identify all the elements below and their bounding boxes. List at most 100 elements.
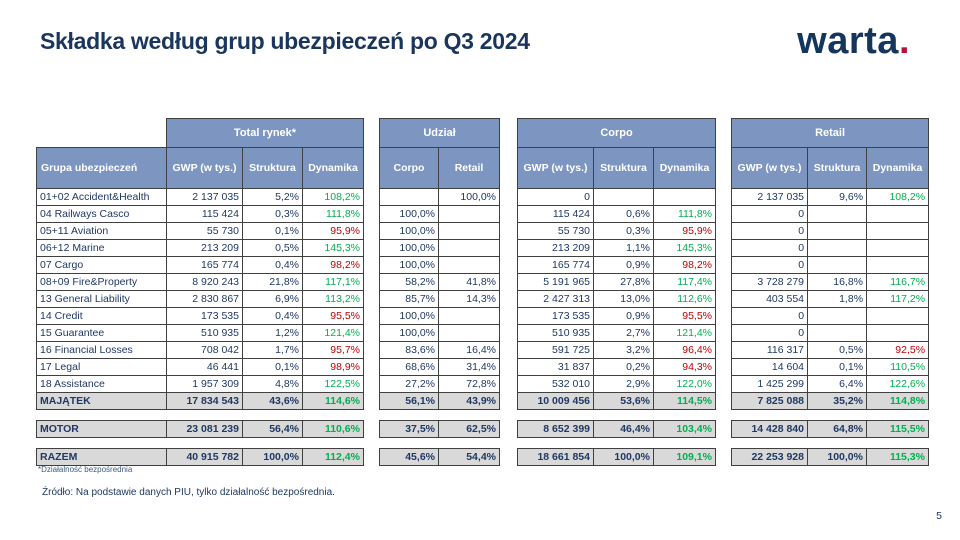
- table-udzial: 45,6% 54,4%: [379, 448, 500, 466]
- cell: 95,9%: [301, 222, 365, 240]
- group-header-udzial: Udział: [379, 118, 501, 148]
- table-row: 13 General Liability 2 830 867 6,9% 113,2%: [36, 290, 365, 308]
- column-header: Dynamika: [653, 147, 717, 189]
- row-label: 13 General Liability: [36, 290, 167, 308]
- cell: 9,6%: [807, 188, 868, 206]
- cell: 16,4%: [438, 341, 501, 359]
- cell: 23 081 239: [166, 420, 243, 438]
- cell: 0,4%: [242, 307, 303, 325]
- cell: 117,4%: [653, 273, 717, 291]
- razem-summary-table: RAZEM 40 915 782 100,0% 112,4% 45,6% 54,4% 18 …: [36, 448, 929, 466]
- cell: 17 834 543: [166, 392, 243, 410]
- cell: 0,3%: [593, 222, 655, 240]
- table-row: 06+12 Marine 213 209 0,5% 145,3%: [36, 239, 365, 257]
- cell: 165 774: [517, 256, 595, 274]
- cell: 68,6%: [379, 358, 440, 376]
- cell: [807, 307, 868, 325]
- table-row: 116 317 0,5% 92,5%: [731, 341, 930, 359]
- row-label: 04 Railways Casco: [36, 205, 167, 223]
- table-retail: Retail GWP (w tys.) Struktura Dynamika 2 137…: [731, 118, 930, 410]
- cell: 108,2%: [301, 188, 365, 206]
- cell: 591 725: [517, 341, 595, 359]
- cell: 114,8%: [866, 392, 930, 410]
- cell: 100,0%: [379, 324, 440, 342]
- table-row: 83,6% 16,4%: [379, 341, 501, 359]
- cell: 145,3%: [653, 239, 717, 257]
- cell: 510 935: [517, 324, 595, 342]
- table-total: RAZEM 40 915 782 100,0% 112,4%: [36, 448, 364, 466]
- table-row: 0: [517, 188, 717, 206]
- cell: 62,5%: [438, 420, 500, 438]
- cell: 31,4%: [438, 358, 501, 376]
- cell: 0,1%: [242, 222, 303, 240]
- cell: 2,9%: [593, 375, 655, 393]
- cell: 2 137 035: [166, 188, 243, 206]
- cell: 1,1%: [593, 239, 655, 257]
- cell: 0: [731, 205, 809, 223]
- table-row: 100,0%: [379, 205, 501, 223]
- cell: 3,2%: [593, 341, 655, 359]
- cell: 0: [517, 188, 595, 206]
- cell: 8 920 243: [166, 273, 243, 291]
- cell: 0,9%: [593, 256, 655, 274]
- table-udzial: 37,5% 62,5%: [379, 420, 500, 438]
- row-label: MOTOR: [36, 420, 167, 438]
- column-header: Struktura: [807, 147, 868, 189]
- cell: 100,0%: [379, 222, 440, 240]
- cell: 2,7%: [593, 324, 655, 342]
- cell: 55 730: [517, 222, 595, 240]
- group-header-row: Total rynek*: [37, 118, 365, 148]
- cell: 72,8%: [438, 375, 501, 393]
- cell: 94,3%: [653, 358, 717, 376]
- cell: 7 825 088: [731, 392, 809, 410]
- column-header: GWP (w tys.): [517, 147, 595, 189]
- row-label: 14 Credit: [36, 307, 167, 325]
- cell: 45,6%: [379, 448, 439, 466]
- row-header: Grupa ubezpieczeń: [36, 147, 167, 189]
- cell: 213 209: [517, 239, 595, 257]
- column-header: Retail: [438, 147, 501, 189]
- cell: 3 728 279: [731, 273, 809, 291]
- page-title: Składka według grup ubezpieczeń po Q3 20…: [40, 28, 530, 54]
- table-row: 115 424 0,6% 111,8%: [517, 205, 717, 223]
- cell: 117,2%: [866, 290, 930, 308]
- cell: 4,8%: [242, 375, 303, 393]
- summary-row: 56,1% 43,9%: [379, 392, 501, 410]
- row-label: 07 Cargo: [36, 256, 167, 274]
- cell: 173 535: [517, 307, 595, 325]
- cell: 37,5%: [379, 420, 439, 438]
- row-label: 16 Financial Losses: [36, 341, 167, 359]
- cell: [438, 307, 501, 325]
- cell: 1,2%: [242, 324, 303, 342]
- cell: 6,9%: [242, 290, 303, 308]
- cell: 0: [731, 256, 809, 274]
- column-header: GWP (w tys.): [166, 147, 243, 189]
- cell: [438, 239, 501, 257]
- cell: 165 774: [166, 256, 243, 274]
- column-header: Struktura: [242, 147, 303, 189]
- cell: 0,1%: [242, 358, 303, 376]
- cell: 115 424: [166, 205, 243, 223]
- table-row: 591 725 3,2% 96,4%: [517, 341, 717, 359]
- column-header: GWP (w tys.): [731, 147, 809, 189]
- table-total: MOTOR 23 081 239 56,4% 110,6%: [36, 420, 364, 438]
- cell: 6,4%: [807, 375, 868, 393]
- group-header-row: Retail: [731, 118, 930, 148]
- cell: 100,0%: [379, 256, 440, 274]
- table-retail: 22 253 928 100,0% 115,3%: [731, 448, 929, 466]
- main-table: Total rynek* Grupa ubezpieczeń GWP (w tys.…: [36, 118, 930, 410]
- cell: 1,8%: [807, 290, 868, 308]
- row-label: 18 Assistance: [36, 375, 167, 393]
- cell: 112,6%: [653, 290, 717, 308]
- summary-row: 18 661 854 100,0% 109,1%: [517, 448, 716, 466]
- table-row: 510 935 2,7% 121,4%: [517, 324, 717, 342]
- cell: 0: [731, 222, 809, 240]
- table-row: 15 Guarantee 510 935 1,2% 121,4%: [36, 324, 365, 342]
- cell: 18 661 854: [517, 448, 594, 466]
- cell: 16,8%: [807, 273, 868, 291]
- cell: 121,4%: [301, 324, 365, 342]
- cell: 122,5%: [301, 375, 365, 393]
- cell: 14 604: [731, 358, 809, 376]
- cell: 5 191 965: [517, 273, 595, 291]
- cell: 85,7%: [379, 290, 440, 308]
